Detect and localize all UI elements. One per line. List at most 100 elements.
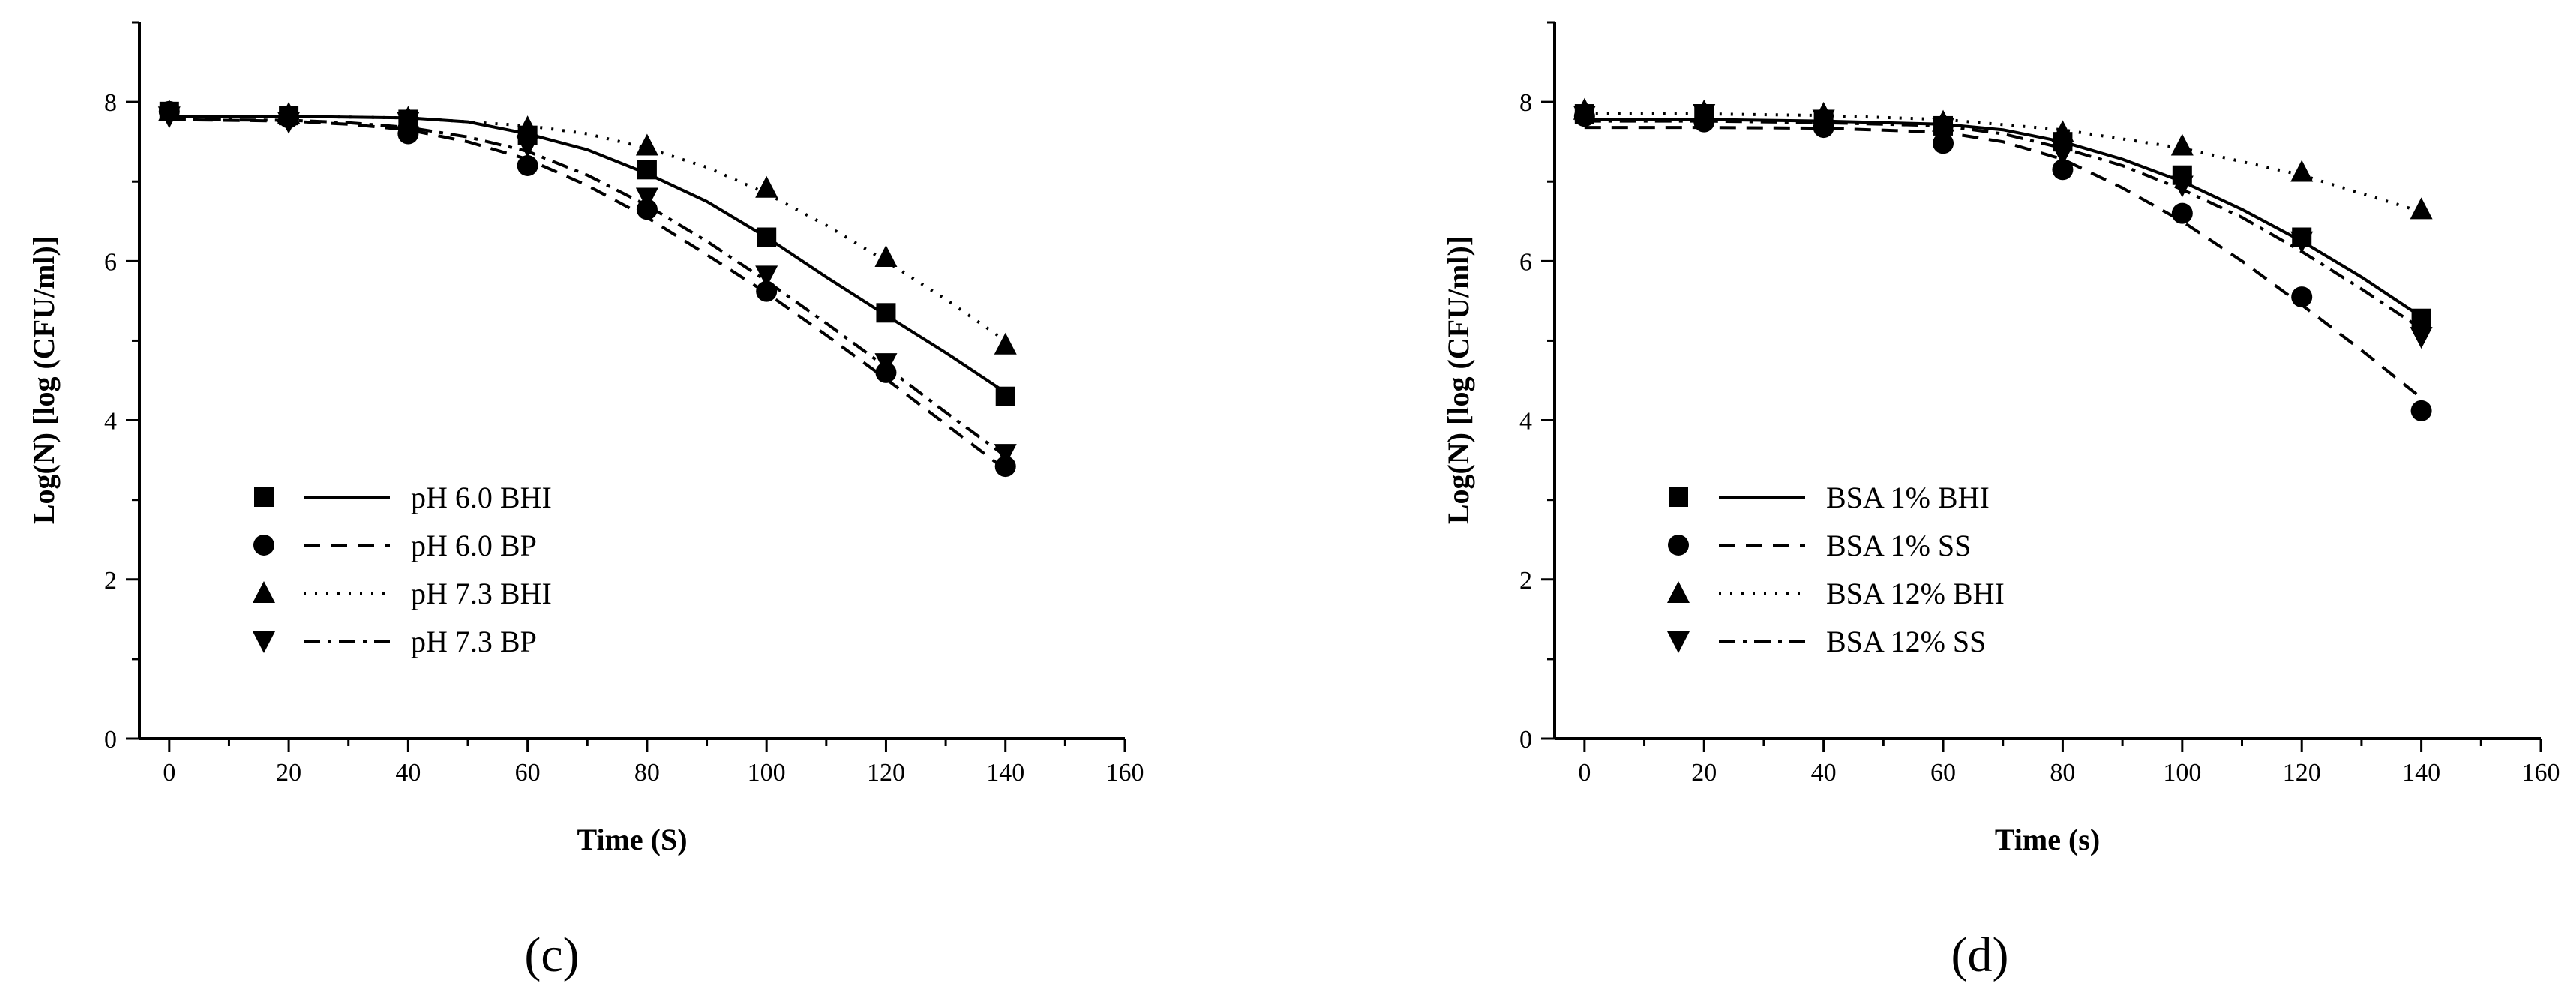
legend-marker-shape [253,581,275,603]
data-point [755,265,778,288]
y-tick-label: 2 [1519,567,1532,595]
legend-marker-circle [1668,535,1689,556]
x-tick-label: 80 [634,759,660,787]
legend-label: BSA 1% BHI [1826,481,1990,514]
data-point [1932,118,1955,140]
data-point [2291,286,2313,308]
legend-label: BSA 12% SS [1826,625,1986,658]
legend-marker-square [254,487,274,507]
x-axis-title: Time (S) [577,823,687,856]
data-point [517,155,538,176]
data-point [756,280,778,302]
legend-entry: pH 7.3 BP [253,625,537,658]
data-point [874,245,898,268]
legend-entry: BSA 1% SS [1668,529,1971,562]
fit-line [169,118,1006,471]
legend: BSA 1% BHI BSA 1% SS BSA 12% BHI BSA 12%… [1667,481,2005,658]
legend-label: pH 7.3 BP [411,625,537,658]
legend-entry: BSA 12% BHI [1667,577,2005,610]
y-tick-label: 0 [1519,726,1532,754]
x-tick-label: 100 [2163,759,2201,787]
legend-marker-triangle-up [1667,581,1690,603]
data-point [994,332,1017,355]
x-tick-label: 120 [2283,759,2321,787]
legend-entry: BSA 1% BHI [1669,481,1990,514]
data-point [635,133,658,156]
fit-lines [1584,112,2422,400]
y-tick-label: 0 [104,726,117,754]
legend-marker-shape [1669,487,1688,507]
x-tick-label: 140 [986,759,1024,787]
legend-marker-shape [1667,581,1690,603]
x-tick-label: 40 [395,759,421,787]
fit-line [169,115,1006,394]
data-point [2170,175,2194,198]
x-tick-label: 20 [1691,759,1717,787]
legend-entry: pH 6.0 BP [253,529,537,562]
data-point [1573,106,1596,128]
y-axis-title: Log(N) [log (CFU/ml)] [27,236,61,524]
legend-label: pH 6.0 BP [411,529,537,562]
legend-marker-square [1669,487,1688,507]
data-point [1693,104,1716,127]
chart-panel-c: 0 20 40 60 80 100 120 140 160 0 2 4 6 8 Time (S) Log… [27,21,1144,982]
data-point [757,227,777,247]
y-tick-label: 4 [1519,408,1532,436]
data-point [2410,327,2433,349]
legend-marker-triangle-down [253,631,275,653]
legend-marker-shape [254,487,274,507]
data-point [2171,202,2193,224]
data-point [2410,197,2433,220]
data-point [994,456,1016,478]
legend-marker-shape [253,535,274,556]
data-point [637,160,657,180]
legend-marker-shape [253,631,275,653]
x-tick-label: 0 [163,759,175,787]
chart-panel-d: 0 20 40 60 80 100 120 140 160 0 2 4 6 8 Time (s) Log… [1441,21,2560,982]
y-tick-label: 8 [104,89,117,117]
data-point [277,112,301,134]
data-point [2290,160,2314,182]
fit-line [1584,119,2422,331]
fit-line [1584,118,2422,319]
x-tick-label: 60 [515,759,541,787]
x-tick-label: 80 [2050,759,2075,787]
legend-label: pH 6.0 BHI [411,481,552,514]
legend-entry: pH 6.0 BHI [254,481,552,514]
data-point [516,115,539,138]
legend-label: BSA 1% SS [1826,529,1971,562]
y-tick-label: 2 [104,567,117,595]
x-ticks: 0 20 40 60 80 100 120 140 160 [163,739,1144,787]
data-point [2052,159,2074,181]
legend-label: pH 7.3 BHI [411,577,552,610]
fit-lines [169,115,1006,471]
y-tick-label: 8 [1519,89,1532,117]
y-axis-title: Log(N) [log (CFU/ml)] [1441,236,1475,524]
legend-marker-shape [1667,631,1690,653]
x-tick-label: 100 [748,759,786,787]
legend-label: BSA 12% BHI [1826,577,2005,610]
x-tick-label: 160 [2522,759,2560,787]
x-tick-label: 40 [1811,759,1837,787]
x-tick-label: 140 [2402,759,2440,787]
data-point [157,106,181,129]
legend-marker-circle [253,535,274,556]
data-point [2290,231,2314,253]
legend-entry: BSA 12% SS [1667,625,1986,658]
x-ticks: 0 20 40 60 80 100 120 140 160 [1578,739,2560,787]
data-point [2170,133,2194,156]
data-point [876,303,896,323]
legend-marker-shape [1668,535,1689,556]
data-point [2411,308,2431,328]
x-tick-label: 60 [1930,759,1956,787]
data-point [755,175,778,198]
y-ticks: 0 2 4 6 8 [104,21,139,754]
data-point [1812,109,1835,132]
data-point [874,353,898,376]
y-tick-label: 6 [104,248,117,276]
data-point [635,187,658,210]
data-point [994,444,1017,466]
x-tick-label: 160 [1106,759,1144,787]
x-axis-title: Time (s) [1995,823,2100,856]
